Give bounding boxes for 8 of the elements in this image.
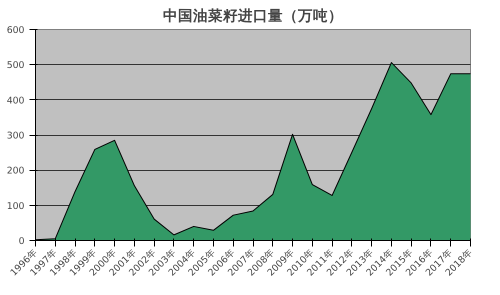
y-tick-label: 500 bbox=[6, 60, 25, 72]
chart-title: 中国油菜籽进口量（万吨） bbox=[163, 8, 343, 24]
y-tick-label: 300 bbox=[6, 130, 25, 142]
y-tick-label: 600 bbox=[6, 25, 25, 36]
y-tick-label: 100 bbox=[6, 200, 25, 212]
y-tick-label: 200 bbox=[6, 166, 25, 177]
y-tick-label: 400 bbox=[6, 95, 25, 106]
y-tick-label: 0 bbox=[18, 236, 25, 247]
